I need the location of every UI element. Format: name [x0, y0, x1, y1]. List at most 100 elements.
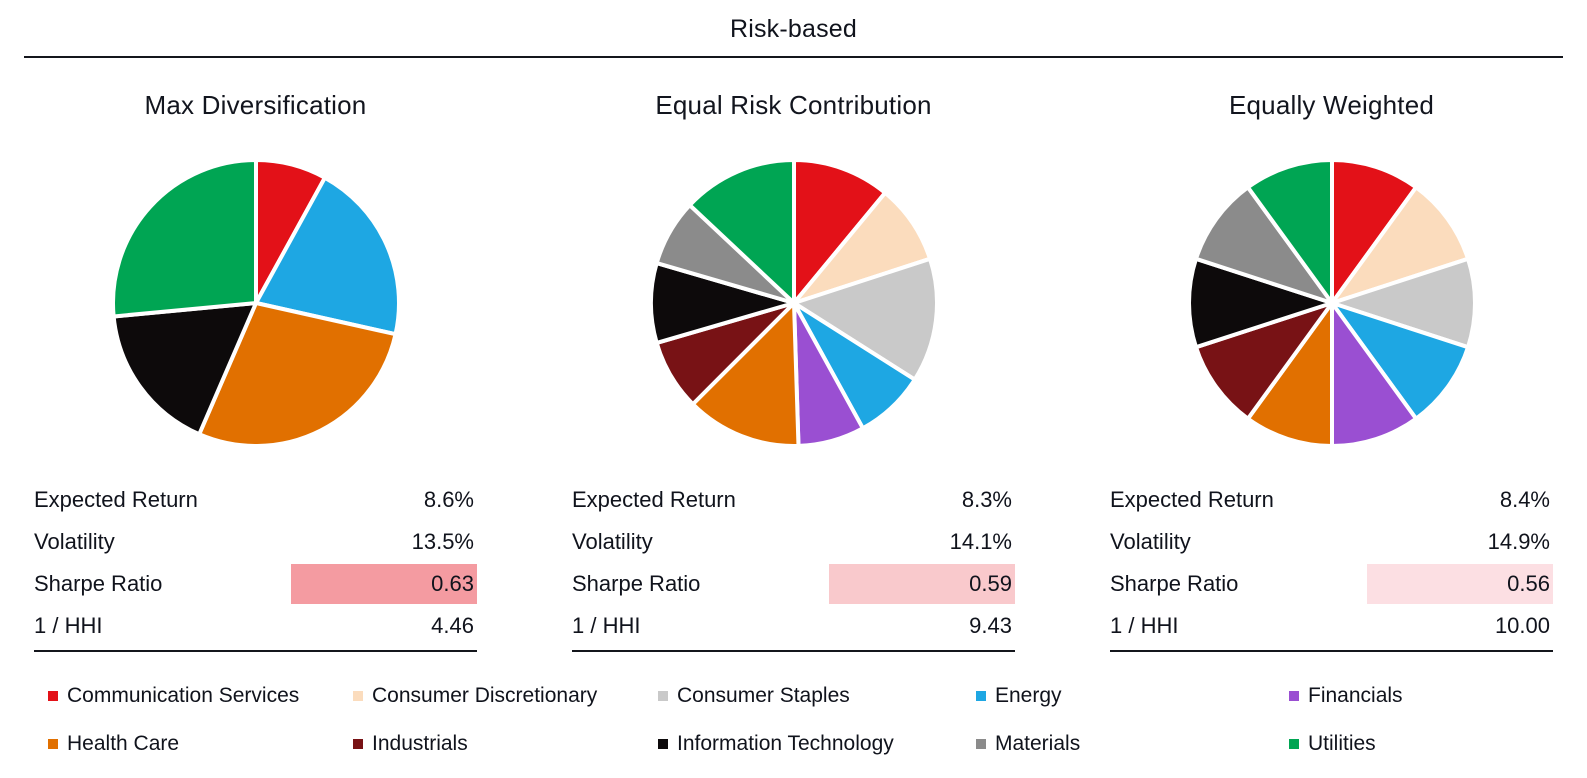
- stat-value: 0.56: [1507, 571, 1550, 596]
- legend-swatch: [1289, 691, 1299, 701]
- pie-slice-consumer-staples: [1329, 256, 1477, 350]
- stat-label: Expected Return: [1110, 487, 1274, 512]
- legend-label: Health Care: [67, 732, 180, 755]
- legend-swatch: [976, 739, 986, 749]
- legend-item-industrials: Industrials: [339, 732, 644, 756]
- legend-swatch: [658, 739, 668, 749]
- stat-label: Sharpe Ratio: [1110, 571, 1239, 596]
- legend-swatch: [353, 739, 363, 749]
- legend-label: Utilities: [1308, 732, 1376, 755]
- legend-swatch: [353, 691, 363, 701]
- stat-row-sharpe-ratio: Sharpe Ratio 0.63: [34, 563, 477, 605]
- stat-row-volatility: Volatility 13.5%: [34, 521, 477, 563]
- legend-item-financials: Financials: [1275, 684, 1553, 708]
- stats-table: Expected Return 8.4% Volatility 14.9% Sh…: [1110, 479, 1553, 652]
- pie-chart-equally-weighted: [1186, 158, 1477, 448]
- legend-item-materials: Materials: [962, 732, 1275, 756]
- legend-swatch: [658, 691, 668, 701]
- stat-value: 14.1%: [949, 529, 1012, 554]
- stat-label: Volatility: [1110, 529, 1191, 554]
- stat-label: 1 / HHI: [1110, 613, 1179, 638]
- stat-row-sharpe-ratio: Sharpe Ratio 0.56: [1110, 563, 1553, 605]
- pie-chart-equal-risk-contribution: [648, 158, 939, 448]
- legend-label: Energy: [995, 684, 1062, 707]
- legend-label: Consumer Staples: [677, 684, 850, 707]
- stat-value: 4.46: [431, 613, 474, 638]
- stat-row-expected-return: Expected Return 8.4%: [1110, 479, 1553, 521]
- stat-value: 8.3%: [961, 487, 1012, 512]
- stat-row-expected-return: Expected Return 8.6%: [34, 479, 477, 521]
- pie-slice-utilities: [1245, 158, 1334, 305]
- stat-value: 8.6%: [423, 487, 474, 512]
- pie-chart-max-diversification: [110, 158, 401, 448]
- legend-item-communication-services: Communication Services: [34, 684, 339, 708]
- legend-label: Industrials: [372, 732, 468, 755]
- stat-value: 0.63: [431, 571, 474, 596]
- sharpe-highlight: [290, 564, 477, 604]
- legend-item-information-technology: Information Technology: [644, 732, 962, 756]
- pie-slice-health-care: [1245, 301, 1334, 448]
- panel-max-diversification: Max Diversification Expected Return 8.6%…: [34, 76, 477, 652]
- legend-item-health-care: Health Care: [34, 732, 339, 756]
- portfolio-title: Equally Weighted: [1228, 90, 1435, 120]
- pie-slice-health-care: [690, 301, 800, 448]
- stat-label: Sharpe Ratio: [572, 571, 701, 596]
- legend-item-consumer-discretionary: Consumer Discretionary: [339, 684, 644, 708]
- portfolio-panels: Max Diversification Expected Return 8.6%…: [0, 76, 1587, 652]
- stats-table: Expected Return 8.3% Volatility 14.1% Sh…: [572, 479, 1015, 652]
- stat-label: Expected Return: [34, 487, 198, 512]
- panel-equal-risk-contribution: Equal Risk Contribution Expected Return …: [572, 76, 1015, 652]
- pie-slice-consumer-discretionary: [1329, 185, 1470, 305]
- stat-row-inv-hhi: 1 / HHI 10.00: [1110, 605, 1553, 647]
- legend-item-utilities: Utilities: [1275, 732, 1553, 756]
- legend-label: Communication Services: [67, 684, 300, 707]
- stat-row-inv-hhi: 1 / HHI 9.43: [572, 605, 1015, 647]
- stat-label: 1 / HHI: [34, 613, 103, 638]
- stat-value: 10.00: [1494, 613, 1550, 638]
- stat-label: Volatility: [572, 529, 653, 554]
- pie-slice-energy: [1329, 301, 1470, 421]
- pie-slice-communication-services: [1329, 158, 1418, 305]
- legend-label: Consumer Discretionary: [372, 684, 598, 707]
- sharpe-highlight: [1366, 564, 1553, 604]
- pie-slice-energy: [253, 175, 401, 337]
- stat-value: 14.9%: [1487, 529, 1550, 554]
- stat-label: 1 / HHI: [572, 613, 641, 638]
- stat-row-volatility: Volatility 14.9%: [1110, 521, 1553, 563]
- report-header: Risk-based: [0, 0, 1587, 58]
- portfolio-title: Max Diversification: [144, 90, 367, 120]
- legend-swatch: [1289, 739, 1299, 749]
- pie-slice-industrials: [1193, 301, 1334, 421]
- pie-slice-health-care: [196, 301, 398, 448]
- stat-row-sharpe-ratio: Sharpe Ratio 0.59: [572, 563, 1015, 605]
- stat-value: 13.5%: [411, 529, 474, 554]
- portfolio-title: Equal Risk Contribution: [655, 90, 932, 120]
- header-divider: [24, 56, 1563, 58]
- stat-row-volatility: Volatility 14.1%: [572, 521, 1015, 563]
- pie-slice-communication-services: [791, 158, 887, 305]
- stat-label: Sharpe Ratio: [34, 571, 163, 596]
- legend-label: Materials: [995, 732, 1081, 755]
- pie-slice-utilities: [110, 158, 258, 319]
- sharpe-highlight: [828, 564, 1015, 604]
- legend-item-consumer-staples: Consumer Staples: [644, 684, 962, 708]
- pie-slice-materials: [1193, 185, 1334, 305]
- legend-label: Information Technology: [677, 732, 894, 755]
- stat-value: 8.4%: [1499, 487, 1550, 512]
- pie-slice-financials: [1329, 301, 1418, 448]
- pie-slice-information-technology: [1186, 256, 1334, 350]
- stat-row-inv-hhi: 1 / HHI 4.46: [34, 605, 477, 647]
- stat-value: 9.43: [969, 613, 1012, 638]
- stat-value: 0.59: [969, 571, 1012, 596]
- stat-row-expected-return: Expected Return 8.3%: [572, 479, 1015, 521]
- stat-label: Volatility: [34, 529, 115, 554]
- pie-slice-utilities: [687, 158, 796, 305]
- page-title: Risk-based: [729, 15, 858, 43]
- legend-item-energy: Energy: [962, 684, 1275, 708]
- legend-swatch: [48, 691, 58, 701]
- stats-table: Expected Return 8.6% Volatility 13.5% Sh…: [34, 479, 477, 652]
- pie-slice-information-technology: [111, 301, 258, 437]
- pie-slice-consumer-staples: [791, 256, 939, 382]
- panel-equally-weighted: Equally Weighted Expected Return 8.4% Vo…: [1110, 76, 1553, 652]
- legend-swatch: [976, 691, 986, 701]
